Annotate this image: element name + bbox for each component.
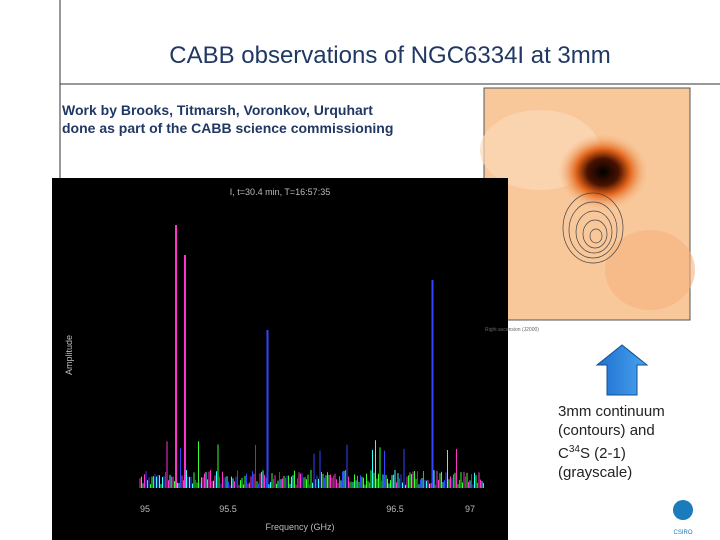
spectrum-x-tick: 95 xyxy=(140,504,150,514)
caption-line: 3mm continuum xyxy=(558,403,665,420)
spectrum-y-label: Amplitude xyxy=(64,335,74,375)
caption-text: S (2-1) xyxy=(579,445,626,462)
spectrum-x-tick: 96.5 xyxy=(386,504,404,514)
caption-text: C xyxy=(558,445,569,462)
credit-line: Work by Brooks, Titmarsh, Voronkov, Urqu… xyxy=(62,102,373,118)
contours xyxy=(562,192,624,264)
caption: 3mm continuum (contours) and C34S (2-1) … xyxy=(558,402,665,482)
logo-text: CSIRO xyxy=(673,530,692,536)
title: CABB observations of NGC6334I at 3mm xyxy=(169,42,611,69)
credit-line: done as part of the CABB science commiss… xyxy=(62,120,394,136)
spectrum-x-label: Frequency (GHz) xyxy=(265,522,334,532)
logo-mark xyxy=(673,500,693,520)
spectrum-heading: I, t=30.4 min, T=16:57:35 xyxy=(230,187,330,197)
spectrum-x-tick: 95.5 xyxy=(219,504,237,514)
caption-sup: 34 xyxy=(568,444,580,455)
caption-line: (grayscale) xyxy=(558,464,633,481)
map-blob xyxy=(558,134,648,210)
spectrum-lines xyxy=(139,225,484,488)
map-axis: Right ascension (J2000) xyxy=(485,327,539,333)
arrow xyxy=(595,344,649,396)
caption-line: (contours) and xyxy=(558,422,655,439)
map-shade xyxy=(605,230,695,310)
credit: Work by Brooks, Titmarsh, Voronkov, Urqu… xyxy=(62,101,462,137)
caption-line: C34S (2-1) xyxy=(558,440,665,463)
spectrum-x-tick: 97 xyxy=(465,504,475,514)
